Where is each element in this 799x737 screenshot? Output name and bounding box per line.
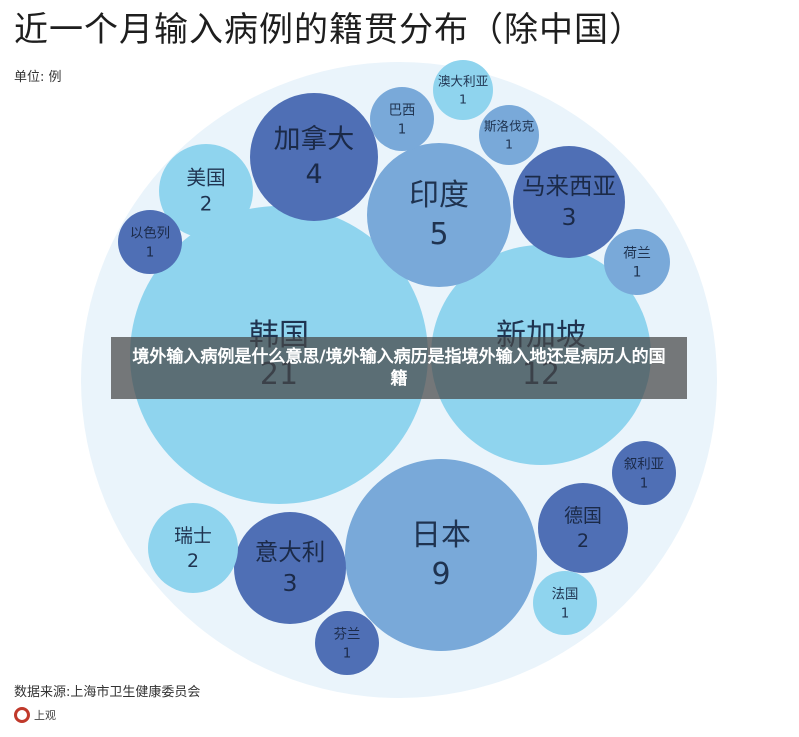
bubble-label-9: 德国 — [564, 505, 602, 527]
bubble-value-4: 4 — [305, 159, 322, 190]
bubble-label-14: 荷兰 — [623, 245, 651, 261]
bubble-10 — [370, 87, 434, 151]
bubble-value-13: 1 — [146, 245, 155, 260]
bubble-value-7: 2 — [200, 193, 213, 216]
overlay-banner: 境外输入病例是什么意思/境外输入病历是指境外输入地还是病历人的国籍 — [111, 337, 687, 399]
logo-text: 上观 — [34, 709, 56, 722]
bubble-label-2: 日本 — [411, 518, 471, 553]
bubble-13 — [118, 210, 182, 274]
bubble-value-3: 5 — [429, 217, 448, 252]
bubble-16 — [533, 571, 597, 635]
bubble-label-8: 瑞士 — [174, 525, 212, 547]
bubble-5 — [513, 146, 625, 258]
data-source: 数据来源:上海市卫生健康委员会 — [14, 685, 201, 700]
bubble-value-12: 1 — [505, 136, 513, 151]
bubble-label-5: 马来西亚 — [522, 172, 616, 200]
bubble-15 — [612, 441, 676, 505]
bubble-value-6: 3 — [283, 569, 298, 597]
bubble-label-11: 澳大利亚 — [438, 74, 489, 89]
bubble-label-4: 加拿大 — [274, 124, 355, 155]
bubble-8 — [148, 503, 238, 593]
bubble-17 — [315, 611, 379, 675]
bubble-label-16: 法国 — [552, 587, 579, 603]
bubble-value-5: 3 — [562, 203, 577, 231]
bubble-label-3: 印度 — [409, 178, 469, 213]
bubble-label-15: 叙利亚 — [624, 457, 664, 473]
bubble-label-12: 斯洛伐克 — [484, 119, 535, 134]
bubble-value-17: 1 — [343, 646, 352, 661]
bubble-label-7: 美国 — [186, 166, 225, 189]
bubble-6 — [234, 512, 346, 624]
bubble-3 — [367, 143, 511, 287]
bubble-label-17: 芬兰 — [334, 627, 361, 643]
bubble-value-2: 9 — [431, 557, 450, 592]
overlay-text: 境外输入病例是什么意思/境外输入病历是指境外输入地还是病历人的国籍 — [132, 347, 666, 389]
bubble-label-6: 意大利 — [255, 538, 326, 566]
bubble-9 — [538, 483, 628, 573]
bubble-value-10: 1 — [398, 122, 407, 137]
bubble-label-10: 巴西 — [389, 104, 416, 119]
bubble-value-8: 2 — [187, 550, 199, 572]
bubble-value-15: 1 — [640, 476, 649, 491]
bubble-value-9: 2 — [577, 530, 589, 552]
bubble-14 — [604, 229, 670, 295]
bubble-7 — [159, 144, 253, 238]
bubble-12 — [479, 105, 539, 165]
bubble-value-14: 1 — [633, 265, 642, 281]
bubble-2 — [345, 459, 537, 651]
publisher-logo: 上观 — [14, 707, 56, 723]
bubble-11 — [433, 60, 493, 120]
chart-title: 近一个月输入病例的籍贯分布（除中国） — [14, 10, 644, 50]
unit-label: 单位: 例 — [14, 70, 62, 85]
logo-icon — [14, 707, 30, 723]
bubble-label-13: 以色列 — [130, 225, 170, 242]
bubble-value-16: 1 — [561, 606, 570, 621]
bubble-4 — [250, 93, 378, 221]
bubble-value-11: 1 — [459, 91, 467, 106]
